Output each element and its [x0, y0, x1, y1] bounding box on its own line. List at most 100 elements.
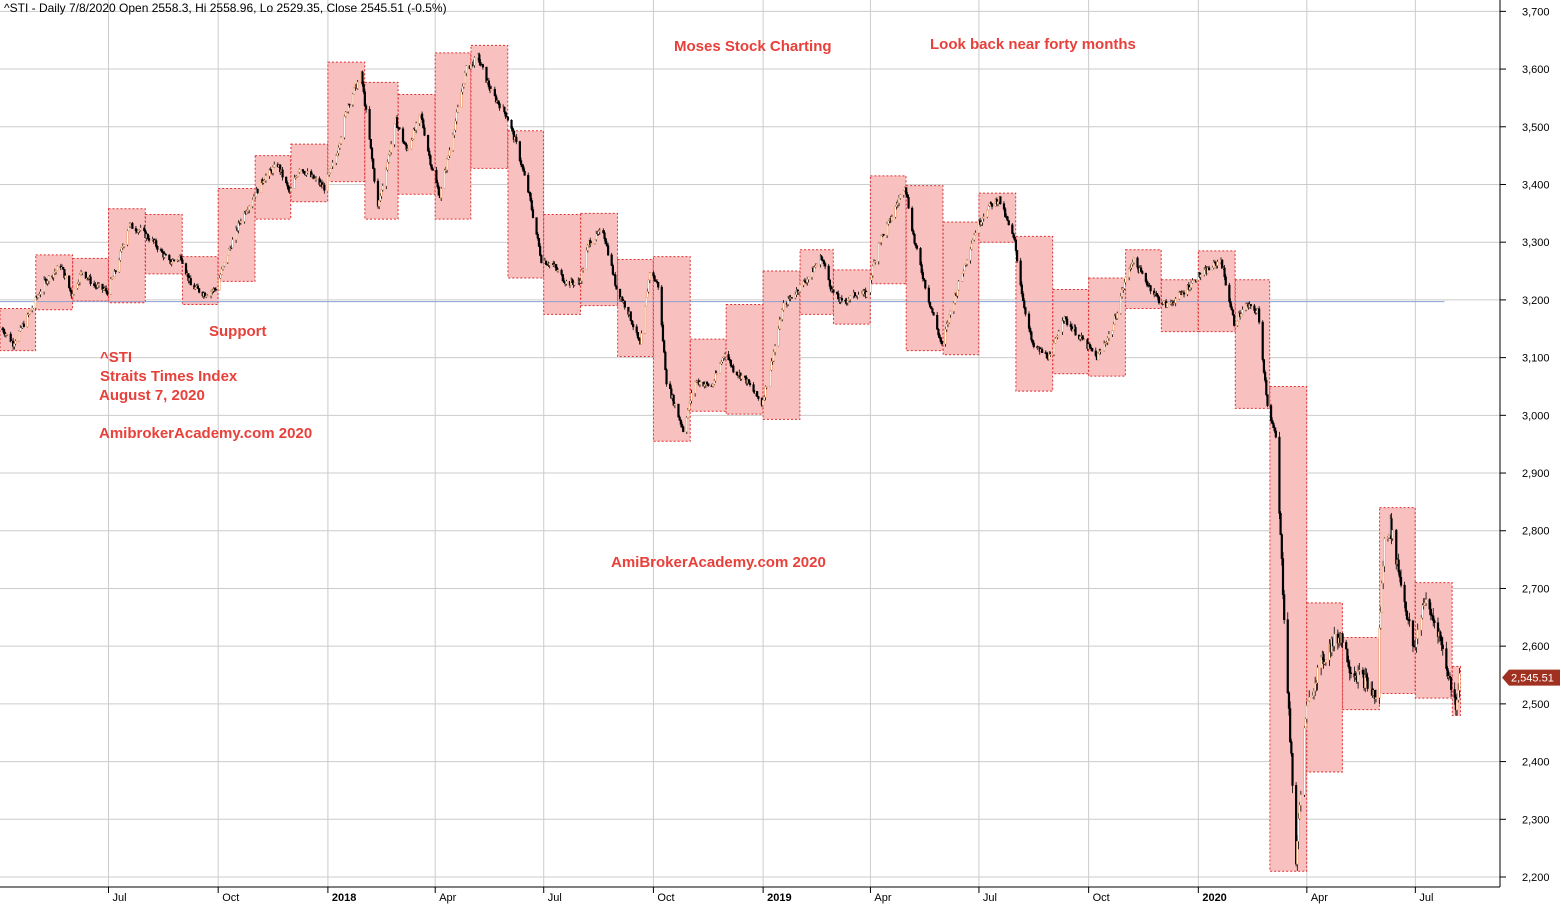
candle-body [52, 272, 55, 278]
candle-body [912, 230, 915, 235]
candle-body [1324, 659, 1328, 663]
candle-body [732, 365, 735, 373]
monthly-box-layer [0, 44, 1461, 872]
candle-body [243, 211, 246, 222]
candle-body [529, 192, 532, 201]
candle-body [1404, 601, 1407, 612]
candle-body [452, 134, 455, 151]
candle-body [1416, 629, 1419, 639]
candle-body [1206, 267, 1209, 274]
monthly-box [1234, 279, 1271, 409]
candle-body [752, 384, 755, 392]
monthly-box [1414, 582, 1453, 699]
candle-body [648, 272, 651, 281]
candle-body [1049, 354, 1052, 356]
candle-body [1004, 208, 1007, 217]
candle-body [747, 379, 750, 384]
candle-body [814, 265, 817, 268]
candle-body [1361, 669, 1364, 675]
monthly-box [108, 208, 146, 304]
candle-body [339, 137, 343, 144]
candle-body [256, 188, 259, 194]
candle-body [1258, 308, 1261, 323]
candle-body [461, 86, 464, 93]
candle-body [1019, 260, 1022, 286]
candle-body [426, 135, 430, 152]
candle-body [938, 334, 941, 338]
candle-body [504, 111, 507, 117]
candle-body [573, 282, 576, 286]
candle-body [1261, 321, 1264, 360]
candle-body [1120, 289, 1124, 297]
candle-body [828, 279, 831, 287]
candle-body [647, 279, 650, 293]
candle-body [1346, 648, 1349, 663]
candle-body [1111, 330, 1114, 335]
candle-body [410, 139, 413, 150]
candle-body [97, 283, 101, 286]
candle-body [824, 263, 827, 267]
candle-body [139, 227, 142, 231]
monthly-box [0, 308, 37, 352]
candle-body [473, 57, 476, 66]
candle-body [370, 147, 374, 160]
candle-body [1304, 718, 1307, 729]
candle-body [1322, 653, 1325, 664]
candle-body [361, 71, 364, 85]
monthly-box [144, 213, 183, 275]
candle-body [707, 383, 710, 387]
candle-body [807, 276, 810, 280]
candle-body [598, 230, 601, 232]
candle-body [76, 283, 79, 289]
candle-body [131, 222, 134, 229]
last-price-badge [1502, 669, 1560, 686]
candle-body [356, 81, 359, 89]
monthly-box [1088, 277, 1126, 377]
candle-body [376, 180, 380, 207]
candle-body [777, 328, 780, 347]
candle-body [1420, 617, 1423, 631]
candle-body [62, 267, 65, 270]
candle-body [531, 209, 535, 218]
candle-body [156, 246, 159, 250]
candle-body [688, 402, 691, 411]
candle-body [1255, 310, 1258, 313]
candle-body [245, 211, 248, 214]
candle-body [597, 231, 600, 235]
candle-body [555, 267, 558, 271]
candle-body [271, 167, 275, 174]
candle-body [1374, 697, 1378, 699]
candle-body [203, 292, 207, 298]
candle-body [398, 127, 401, 130]
candle-body [1224, 276, 1227, 286]
candle-body [479, 62, 482, 65]
candle-body [762, 399, 765, 406]
monthly-box [1125, 249, 1162, 310]
candle-body [635, 326, 638, 333]
candle-body [1014, 239, 1017, 251]
candle-body [915, 245, 919, 249]
candle-body [1349, 672, 1353, 675]
candle-body [478, 54, 481, 63]
candle-body [163, 254, 166, 258]
candle-body [756, 391, 759, 397]
candle-body [281, 169, 284, 178]
candle-body [1082, 339, 1085, 341]
candle-body [953, 294, 957, 304]
candle-body [629, 311, 632, 321]
candle-body [1230, 306, 1233, 311]
candle-body [401, 128, 405, 142]
candle-body [877, 242, 880, 262]
candle-body [1211, 267, 1214, 271]
candle-body [1139, 267, 1143, 272]
candle-body [198, 288, 201, 293]
candle-body [897, 197, 901, 204]
candle-body [70, 290, 73, 297]
candle-body [1061, 320, 1064, 332]
candle-body [721, 357, 724, 362]
candle-body [353, 87, 356, 95]
candle-body [764, 386, 767, 398]
candle-body [922, 278, 926, 281]
candle-body [1011, 224, 1014, 234]
candle-body [206, 295, 209, 297]
